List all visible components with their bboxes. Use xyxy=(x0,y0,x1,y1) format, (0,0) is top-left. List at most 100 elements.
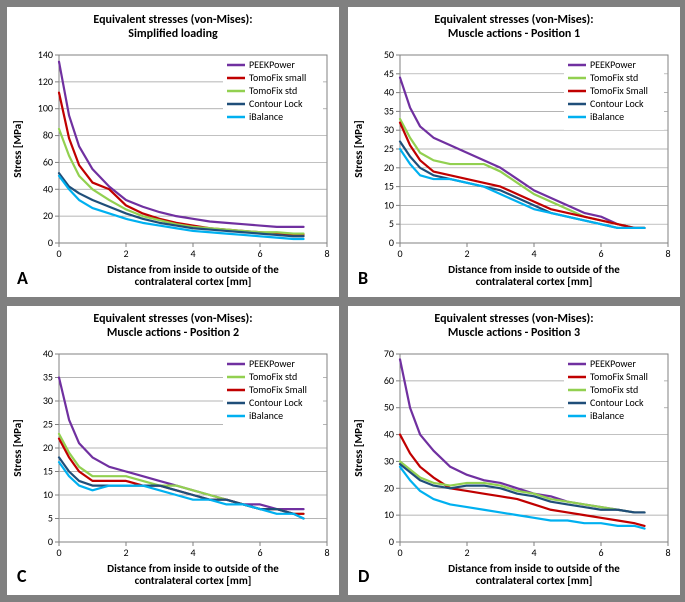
svg-text:50: 50 xyxy=(384,48,394,61)
svg-text:Equivalent stresses (von-Mises: Equivalent stresses (von-Mises): xyxy=(434,13,593,27)
svg-text:TomoFix std: TomoFix std xyxy=(249,370,297,383)
svg-text:10: 10 xyxy=(384,508,394,521)
svg-text:2: 2 xyxy=(464,546,469,559)
panel-label-d: D xyxy=(358,565,369,587)
chart-grid: 02040608010012014002468Equivalent stress… xyxy=(0,0,685,602)
svg-text:20: 20 xyxy=(43,441,53,454)
svg-text:contralateral cortex [mm]: contralateral cortex [mm] xyxy=(135,574,252,587)
svg-text:6: 6 xyxy=(598,546,603,559)
svg-text:8: 8 xyxy=(324,546,329,559)
chart-d: 01020304050607002468Equivalent stresses … xyxy=(348,306,680,594)
svg-text:6: 6 xyxy=(257,546,262,559)
svg-text:TomoFix Small: TomoFix Small xyxy=(590,370,648,383)
svg-text:8: 8 xyxy=(665,546,670,559)
svg-text:Stress [MPa]: Stress [MPa] xyxy=(11,419,24,476)
svg-text:4: 4 xyxy=(531,247,536,260)
panel-a: 02040608010012014002468Equivalent stress… xyxy=(5,5,341,299)
svg-text:30: 30 xyxy=(384,454,394,467)
panel-b: 0 5 10 15 20 25 30 35 40 45 50 0 2 4 6 8 Equivalent stre… xyxy=(346,5,682,299)
svg-text:120: 120 xyxy=(38,75,53,88)
svg-text:35: 35 xyxy=(384,104,394,117)
svg-text:Equivalent stresses (von-Mises: Equivalent stresses (von-Mises): xyxy=(93,13,252,27)
svg-text:TomoFix Small: TomoFix Small xyxy=(249,383,307,396)
chart-c: 051015202530354002468Equivalent stresses… xyxy=(7,306,339,594)
svg-text:4: 4 xyxy=(190,546,195,559)
svg-text:2: 2 xyxy=(123,247,128,260)
svg-text:100: 100 xyxy=(38,102,53,115)
svg-text:0: 0 xyxy=(48,535,53,548)
svg-text:20: 20 xyxy=(384,481,394,494)
svg-text:6: 6 xyxy=(598,247,603,260)
panel-label-a: A xyxy=(17,267,28,289)
svg-text:25: 25 xyxy=(43,417,53,430)
chart-a: 02040608010012014002468Equivalent stress… xyxy=(7,7,339,295)
svg-text:60: 60 xyxy=(384,373,394,386)
svg-text:60: 60 xyxy=(43,155,53,168)
svg-text:20: 20 xyxy=(43,209,53,222)
svg-text:4: 4 xyxy=(531,546,536,559)
svg-text:0: 0 xyxy=(56,247,61,260)
svg-text:15: 15 xyxy=(384,180,394,193)
svg-text:0: 0 xyxy=(48,236,53,249)
svg-text:contralateral cortex [mm]: contralateral cortex [mm] xyxy=(476,275,593,288)
svg-text:35: 35 xyxy=(43,370,53,383)
svg-text:Muscle actions - Position 3: Muscle actions - Position 3 xyxy=(448,326,580,340)
svg-text:contralateral cortex [mm]: contralateral cortex [mm] xyxy=(476,574,593,587)
svg-text:Stress [MPa]: Stress [MPa] xyxy=(352,120,365,177)
svg-text:80: 80 xyxy=(43,129,53,142)
svg-text:TomoFix std: TomoFix std xyxy=(249,84,297,97)
svg-text:TomoFix Small: TomoFix Small xyxy=(590,84,648,97)
svg-text:0: 0 xyxy=(389,535,394,548)
svg-text:Stress [MPa]: Stress [MPa] xyxy=(11,120,24,177)
svg-text:iBalance: iBalance xyxy=(590,409,624,422)
svg-text:70: 70 xyxy=(384,347,394,360)
svg-text:Stress [MPa]: Stress [MPa] xyxy=(352,419,365,476)
svg-text:30: 30 xyxy=(43,394,53,407)
svg-text:10: 10 xyxy=(43,488,53,501)
svg-text:Contour Lock: Contour Lock xyxy=(590,97,644,110)
chart-b: 0 5 10 15 20 25 30 35 40 45 50 0 2 4 6 8 Equivalent stre… xyxy=(348,7,680,295)
panel-label-b: B xyxy=(358,267,368,289)
svg-text:10: 10 xyxy=(384,198,394,211)
svg-text:0: 0 xyxy=(389,236,394,249)
svg-text:30: 30 xyxy=(384,123,394,136)
svg-text:8: 8 xyxy=(665,247,670,260)
svg-text:Muscle actions - Position 2: Muscle actions - Position 2 xyxy=(107,326,239,340)
svg-text:40: 40 xyxy=(43,182,53,195)
svg-text:2: 2 xyxy=(464,247,469,260)
svg-text:Contour Lock: Contour Lock xyxy=(590,396,644,409)
svg-text:Muscle actions - Position 1: Muscle actions - Position 1 xyxy=(448,27,580,41)
svg-text:6: 6 xyxy=(257,247,262,260)
svg-text:40: 40 xyxy=(43,347,53,360)
svg-text:40: 40 xyxy=(384,86,394,99)
svg-text:Simplified loading: Simplified loading xyxy=(128,27,218,41)
svg-text:Equivalent stresses (von-Mises: Equivalent stresses (von-Mises): xyxy=(434,312,593,326)
svg-text:5: 5 xyxy=(48,511,53,524)
svg-text:25: 25 xyxy=(384,142,394,155)
panel-c: 051015202530354002468Equivalent stresses… xyxy=(5,304,341,598)
svg-text:50: 50 xyxy=(384,400,394,413)
svg-text:PEEKPower: PEEKPower xyxy=(249,58,295,71)
svg-text:TomoFix small: TomoFix small xyxy=(249,71,306,84)
svg-text:0: 0 xyxy=(397,247,402,260)
svg-text:iBalance: iBalance xyxy=(590,110,624,123)
svg-text:5: 5 xyxy=(389,217,394,230)
svg-text:20: 20 xyxy=(384,161,394,174)
svg-text:Equivalent stresses (von-Mises: Equivalent stresses (von-Mises): xyxy=(93,312,252,326)
panel-d: 01020304050607002468Equivalent stresses … xyxy=(346,304,682,598)
svg-text:PEEKPower: PEEKPower xyxy=(590,58,636,71)
svg-text:TomoFix std: TomoFix std xyxy=(590,383,638,396)
svg-text:contralateral cortex [mm]: contralateral cortex [mm] xyxy=(135,275,252,288)
svg-text:iBalance: iBalance xyxy=(249,110,283,123)
svg-text:PEEKPower: PEEKPower xyxy=(249,357,295,370)
svg-text:15: 15 xyxy=(43,464,53,477)
svg-text:0: 0 xyxy=(397,546,402,559)
svg-text:45: 45 xyxy=(384,67,394,80)
svg-text:8: 8 xyxy=(324,247,329,260)
svg-text:Contour Lock: Contour Lock xyxy=(249,97,303,110)
svg-text:PEEKPower: PEEKPower xyxy=(590,357,636,370)
svg-text:TomoFix std: TomoFix std xyxy=(590,71,638,84)
svg-text:iBalance: iBalance xyxy=(249,409,283,422)
svg-text:0: 0 xyxy=(56,546,61,559)
svg-text:140: 140 xyxy=(38,48,53,61)
